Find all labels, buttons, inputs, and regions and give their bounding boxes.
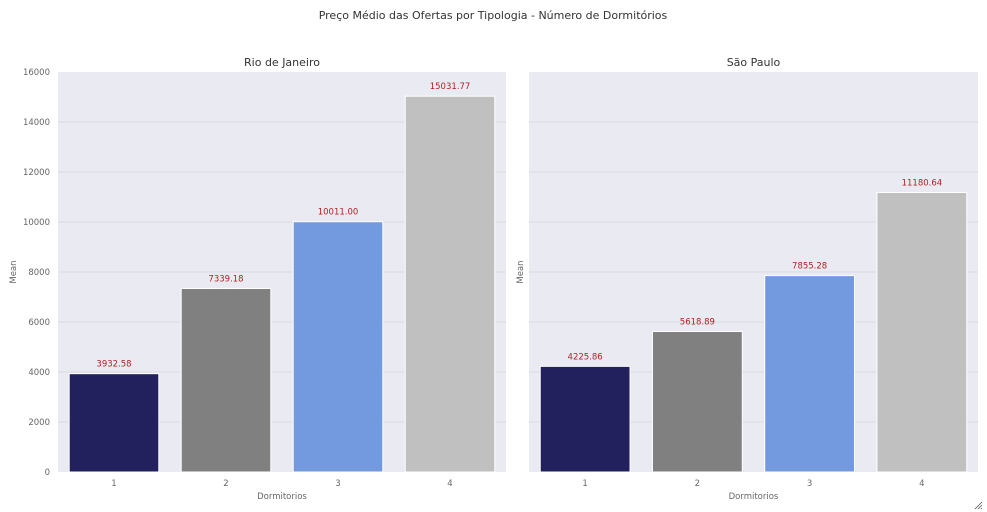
bar: [292, 221, 384, 473]
x-tick-label: 4: [447, 479, 452, 489]
subplot-title: Rio de Janeiro: [244, 56, 320, 69]
x-axis-label: Dormitorios: [257, 492, 307, 502]
y-tick-label: 0: [45, 468, 50, 478]
data-label: 10011.00: [318, 208, 359, 218]
y-axis-label: Mean: [9, 260, 19, 283]
data-label: 3932.58: [96, 360, 131, 370]
figure-title: Preço Médio das Ofertas por Tipologia - …: [319, 9, 668, 22]
x-tick-label: 3: [807, 479, 812, 489]
x-axis-label: Dormitorios: [729, 492, 779, 502]
data-label: 4225.86: [568, 352, 603, 362]
bar: [651, 331, 743, 473]
bar: [68, 373, 160, 473]
bar: [876, 191, 968, 473]
chart-panel: 0 2000 4000 6000 8000 10000 12000 14000 16000 Rio…: [9, 56, 506, 502]
chart-panel: São Paulo 4225.86 1 5618.89 2 7855.28 3 11180.6…: [516, 56, 978, 502]
x-tick-label: 3: [335, 479, 340, 489]
data-label: 7339.18: [208, 275, 243, 285]
bar: [764, 275, 856, 473]
bar: [180, 288, 272, 473]
resize-grip-icon[interactable]: [973, 500, 983, 510]
y-tick-label: 6000: [28, 318, 50, 328]
data-label: 15031.77: [430, 82, 471, 92]
bar: [539, 365, 631, 473]
data-label: 7855.28: [792, 262, 827, 272]
y-axis-label: Mean: [516, 260, 526, 283]
subplot-title: São Paulo: [727, 56, 781, 69]
x-tick-label: 1: [582, 479, 587, 489]
x-tick-label: 4: [919, 479, 924, 489]
y-tick-label: 10000: [23, 218, 50, 228]
y-tick-label: 4000: [28, 368, 50, 378]
data-label: 11180.64: [902, 178, 943, 188]
y-tick-label: 2000: [28, 418, 50, 428]
bar: [404, 95, 496, 473]
x-tick-label: 2: [223, 479, 228, 489]
y-tick-label: 14000: [23, 118, 50, 128]
y-tick-label: 8000: [28, 268, 50, 278]
y-tick-label: 16000: [23, 68, 50, 78]
x-tick-label: 1: [111, 479, 116, 489]
y-tick-label: 12000: [23, 168, 50, 178]
x-tick-label: 2: [695, 479, 700, 489]
data-label: 5618.89: [680, 318, 715, 328]
